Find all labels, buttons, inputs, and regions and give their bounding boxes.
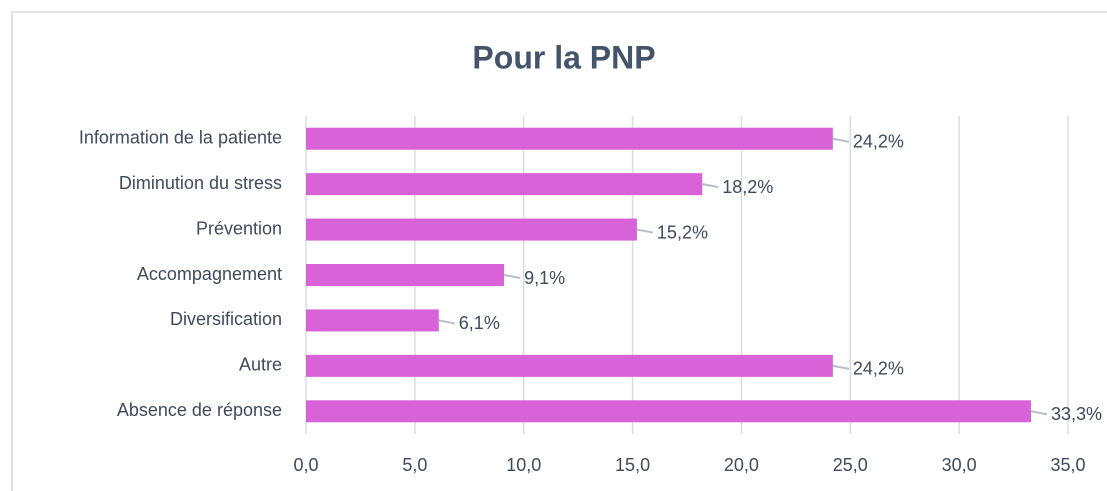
leader-line [503,274,521,279]
y-tick-label: Diminution du stress [119,173,282,193]
leader-line [636,228,654,234]
bar [306,264,505,286]
x-tick-label: 5,0 [402,455,427,475]
y-tick-label: Information de la patiente [79,127,282,147]
chart-title: Pour la PNP [472,39,655,75]
data-label: 15,2% [657,222,708,242]
x-tick-label: 35,0 [1050,455,1085,475]
data-label: 24,2% [853,359,904,379]
bar [306,218,637,241]
leader-line [832,137,850,143]
data-label: 9,1% [524,268,565,288]
x-tick-label: 15,0 [615,455,650,475]
leader-line [1030,410,1048,416]
y-tick-label: Diversification [170,309,282,329]
bar [306,309,439,332]
data-label: 18,2% [722,177,773,197]
x-tick-label: 20,0 [724,455,759,475]
data-label: 24,2% [853,131,904,151]
bar [306,173,703,196]
data-label: 6,1% [459,313,500,333]
x-tick-label: 25,0 [833,455,868,475]
y-tick-label: Absence de réponse [117,400,282,420]
x-tick-label: 30,0 [942,455,977,475]
leader-line [438,319,455,325]
bar [306,127,833,150]
leader-line [702,183,719,189]
y-tick-label: Autre [239,355,282,375]
x-tick-label: 0,0 [293,455,318,475]
data-label: 33,3% [1051,404,1102,424]
bar [306,400,1031,423]
x-tick-label: 10,0 [506,455,541,475]
y-tick-label: Prévention [196,218,282,238]
y-tick-label: Accompagnement [137,264,282,284]
leader-line [832,364,850,370]
bar [306,354,833,377]
